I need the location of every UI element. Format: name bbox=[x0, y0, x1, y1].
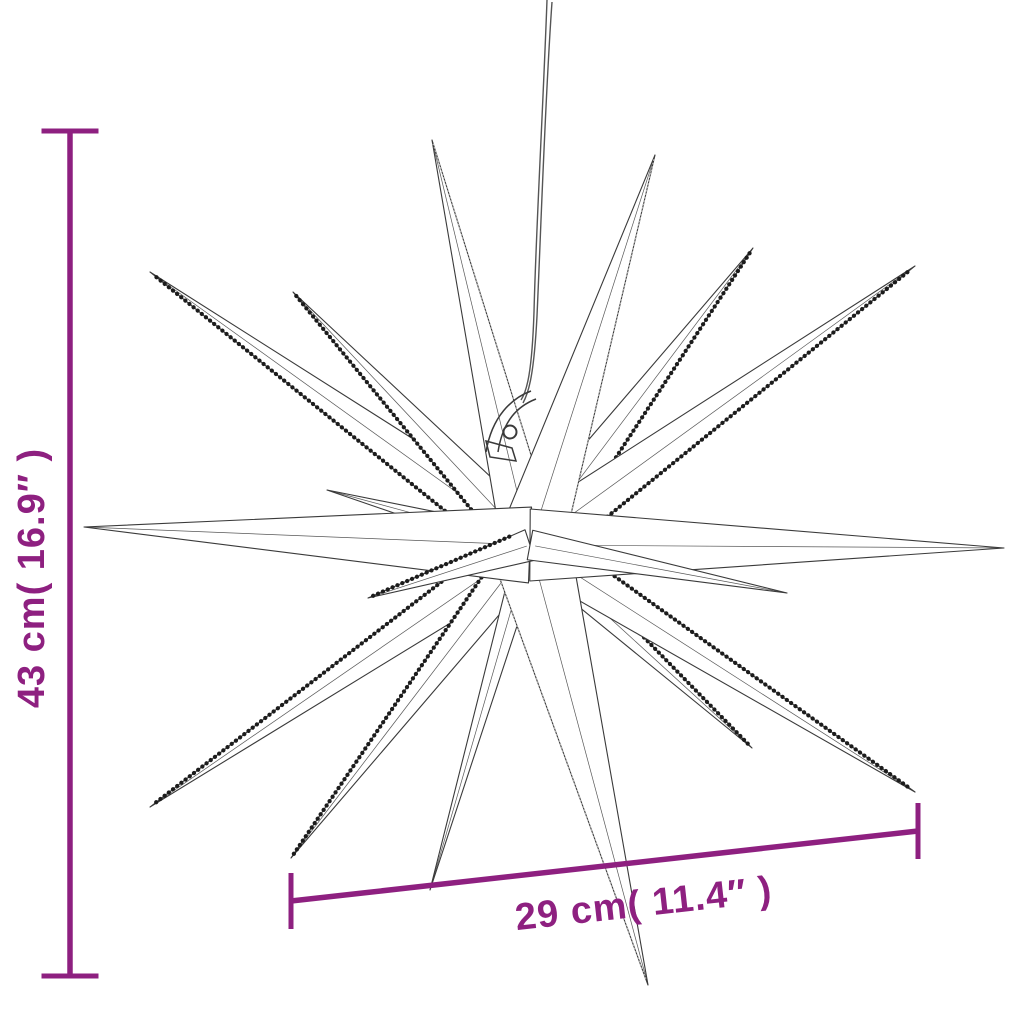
hanger-bracket bbox=[484, 390, 537, 462]
horizontal-dimension-line bbox=[290, 828, 919, 904]
star-spike bbox=[290, 531, 549, 859]
star-cord-and-hanger bbox=[484, 0, 553, 462]
width-dimension-label: 29 cm( 11.4″ ) bbox=[513, 869, 774, 939]
star-spike bbox=[367, 529, 536, 600]
star-spike bbox=[526, 529, 788, 594]
star-back-spikes bbox=[149, 139, 916, 986]
dimension-lines bbox=[41, 128, 921, 979]
height-dimension-label: 43 cm( 16.9″ ) bbox=[11, 448, 53, 708]
hanging-cord bbox=[520, 0, 553, 404]
star-front-spikes bbox=[83, 506, 1005, 600]
star-spike bbox=[529, 508, 1005, 582]
